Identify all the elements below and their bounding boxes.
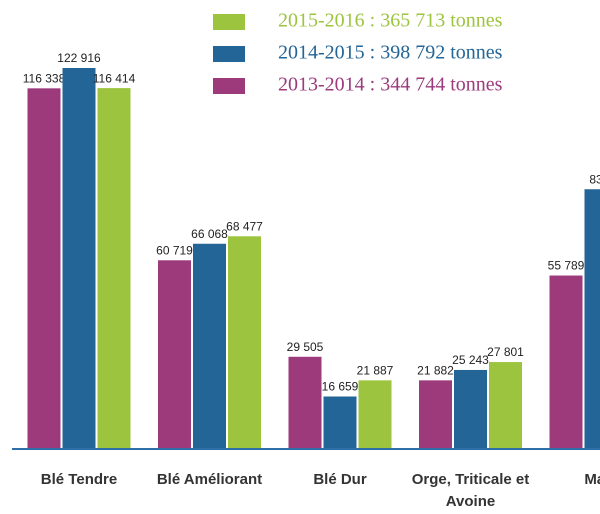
- bar: [584, 189, 600, 448]
- legend-swatch: [213, 14, 245, 30]
- x-tick-label: Blé Tendre: [40, 471, 118, 488]
- bar: [288, 356, 322, 448]
- value-label: 16 659: [322, 380, 359, 394]
- bar: [454, 369, 487, 448]
- bar: [549, 275, 583, 448]
- value-label: 21 882: [417, 364, 454, 378]
- bar: [62, 68, 96, 448]
- legend-label: 2015-2016 : 365 713 tonnes: [278, 10, 503, 32]
- legend-swatch: [213, 46, 245, 62]
- value-label: 21 887: [357, 364, 394, 378]
- value-label: 25 243: [452, 353, 489, 367]
- value-label: 66 068: [191, 227, 228, 241]
- x-tick-label: Maïs: [584, 471, 600, 488]
- bar: [158, 260, 191, 448]
- bar: [228, 236, 261, 448]
- x-tick-label: Blé Améliorant: [156, 471, 263, 488]
- bar: [27, 88, 61, 448]
- value-label: 68 477: [226, 219, 263, 233]
- bar: [489, 362, 522, 448]
- bar: [358, 380, 392, 448]
- bar: [193, 243, 226, 448]
- x-tick-label: Orge, Triticale et Avoine: [411, 471, 530, 510]
- x-tick-label: Blé Dur: [313, 471, 367, 488]
- value-label: 116 414: [93, 71, 136, 85]
- value-label: 83 7: [589, 172, 600, 186]
- legend-label: 2013-2014 : 344 744 tonnes: [278, 74, 503, 96]
- value-label: 29 505: [287, 340, 324, 354]
- bar: [97, 88, 131, 449]
- value-label: 27 801: [487, 345, 524, 359]
- value-label: 122 916: [57, 51, 101, 65]
- legend-label: 2014-2015 : 398 792 tonnes: [278, 42, 503, 64]
- value-label: 116 338: [23, 72, 66, 86]
- value-label: 55 789: [548, 259, 585, 273]
- bar: [323, 396, 357, 448]
- value-label: 60 719: [156, 243, 193, 257]
- bar: [419, 380, 452, 448]
- legend-swatch: [213, 78, 245, 94]
